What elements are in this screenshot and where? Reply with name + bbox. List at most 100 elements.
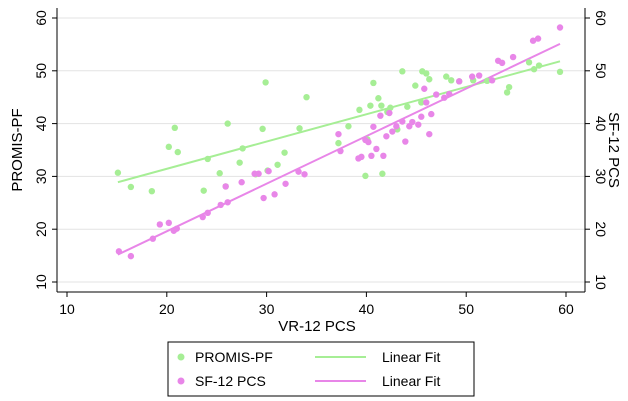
x-axis-title: VR-12 PCS	[278, 318, 356, 335]
point-sf-12-pcs	[127, 252, 135, 260]
gridlines	[57, 17, 585, 283]
y-tick-label-right: 60	[593, 10, 609, 26]
point-sf-12-pcs	[426, 130, 433, 138]
point-promis-pf	[448, 77, 455, 84]
point-sf-12-pcs	[386, 109, 393, 117]
data-points	[114, 24, 564, 260]
point-sf-12-pcs	[115, 248, 123, 255]
point-sf-12-pcs	[156, 221, 164, 228]
point-sf-12-pcs	[271, 191, 278, 198]
point-promis-pf	[556, 68, 564, 76]
axes	[52, 8, 590, 297]
x-tick-label: 30	[259, 301, 275, 317]
y-tick-label-left: 60	[33, 10, 49, 26]
y-tick-label-right: 10	[593, 274, 609, 290]
tick-labels: 10 20 30 40 50 60 10 10 20 20 30 30 40 40 50 50 60 60	[33, 10, 609, 317]
x-tick-label: 20	[159, 301, 175, 317]
point-sf-12-pcs	[295, 168, 302, 175]
point-sf-12-pcs	[368, 152, 375, 160]
point-promis-pf	[525, 59, 533, 66]
point-promis-pf	[412, 82, 419, 89]
point-sf-12-pcs	[335, 130, 342, 138]
point-promis-pf	[530, 66, 538, 73]
point-sf-12-pcs	[399, 118, 406, 125]
point-promis-pf	[505, 83, 513, 91]
y-tick-label-right: 40	[593, 116, 609, 132]
point-sf-12-pcs	[475, 72, 483, 79]
point-promis-pf	[370, 79, 377, 87]
point-promis-pf	[345, 123, 352, 130]
x-tick-label: 40	[359, 301, 375, 317]
point-sf-12-pcs	[441, 94, 448, 101]
y-tick-label-right: 30	[593, 169, 609, 185]
point-sf-12-pcs	[421, 85, 428, 92]
point-sf-12-pcs	[217, 201, 224, 209]
point-sf-12-pcs	[370, 123, 377, 130]
plot-background	[57, 8, 585, 292]
point-sf-12-pcs	[456, 78, 463, 85]
point-sf-12-pcs	[488, 77, 496, 84]
legend-box	[167, 341, 475, 397]
point-sf-12-pcs	[409, 118, 416, 126]
point-sf-12-pcs	[529, 37, 537, 44]
point-sf-12-pcs	[199, 213, 206, 221]
point-sf-12-pcs	[222, 183, 229, 190]
point-sf-12-pcs	[260, 194, 267, 202]
point-promis-pf	[174, 148, 181, 156]
point-sf-12-pcs	[509, 53, 517, 61]
point-promis-pf	[426, 76, 433, 83]
point-promis-pf	[216, 170, 223, 177]
point-promis-pf	[165, 143, 172, 151]
legend-label: Linear Fit	[382, 349, 440, 365]
point-promis-pf	[483, 77, 491, 85]
point-sf-12-pcs	[389, 128, 396, 135]
x-tick-label: 50	[458, 301, 474, 317]
y-tick-label-left: 10	[33, 274, 49, 290]
point-sf-12-pcs	[149, 235, 157, 242]
x-tick-label: 10	[59, 301, 75, 317]
point-sf-12-pcs	[165, 219, 172, 227]
point-promis-pf	[274, 161, 281, 168]
point-promis-pf	[236, 159, 243, 166]
point-promis-pf	[367, 102, 374, 109]
point-sf-12-pcs	[365, 138, 372, 146]
point-promis-pf	[503, 89, 511, 96]
point-promis-pf	[303, 94, 310, 101]
point-promis-pf	[224, 120, 231, 127]
point-sf-12-pcs	[468, 73, 476, 80]
point-promis-pf	[114, 169, 122, 176]
y-tick-label-right: 50	[593, 63, 609, 79]
point-promis-pf	[262, 79, 269, 86]
legend-label: Linear Fit	[382, 373, 440, 389]
point-promis-pf	[387, 104, 394, 111]
point-promis-pf	[148, 187, 156, 195]
point-sf-12-pcs	[282, 180, 289, 187]
point-sf-12-pcs	[498, 59, 506, 67]
point-sf-12-pcs	[534, 35, 542, 42]
legend: PROMIS-PF Linear Fit SF-12 PCS Linear Fit	[167, 341, 475, 397]
point-promis-pf	[379, 170, 386, 177]
y-axis-title-left: PROMIS-PF	[9, 108, 26, 191]
point-sf-12-pcs	[204, 209, 211, 217]
legend-items: PROMIS-PF Linear Fit SF-12 PCS Linear Fit	[177, 349, 440, 389]
point-sf-12-pcs	[265, 167, 272, 175]
point-promis-pf	[362, 172, 369, 180]
point-sf-12-pcs	[418, 113, 425, 120]
legend-marker	[177, 353, 185, 361]
y-axis-title-right: SF-12 PCS	[605, 112, 622, 188]
point-promis-pf	[535, 62, 543, 69]
point-promis-pf	[127, 183, 135, 191]
point-promis-pf	[423, 70, 430, 77]
point-promis-pf	[281, 149, 288, 156]
point-promis-pf	[399, 68, 406, 75]
point-promis-pf	[375, 95, 382, 102]
point-promis-pf	[204, 155, 211, 163]
point-promis-pf	[418, 99, 425, 106]
point-sf-12-pcs	[383, 133, 390, 140]
point-sf-12-pcs	[393, 123, 400, 130]
point-promis-pf	[239, 145, 246, 152]
legend-label: SF-12 PCS	[195, 373, 266, 389]
y-tick-label-left: 30	[33, 168, 49, 184]
point-sf-12-pcs	[556, 24, 564, 31]
